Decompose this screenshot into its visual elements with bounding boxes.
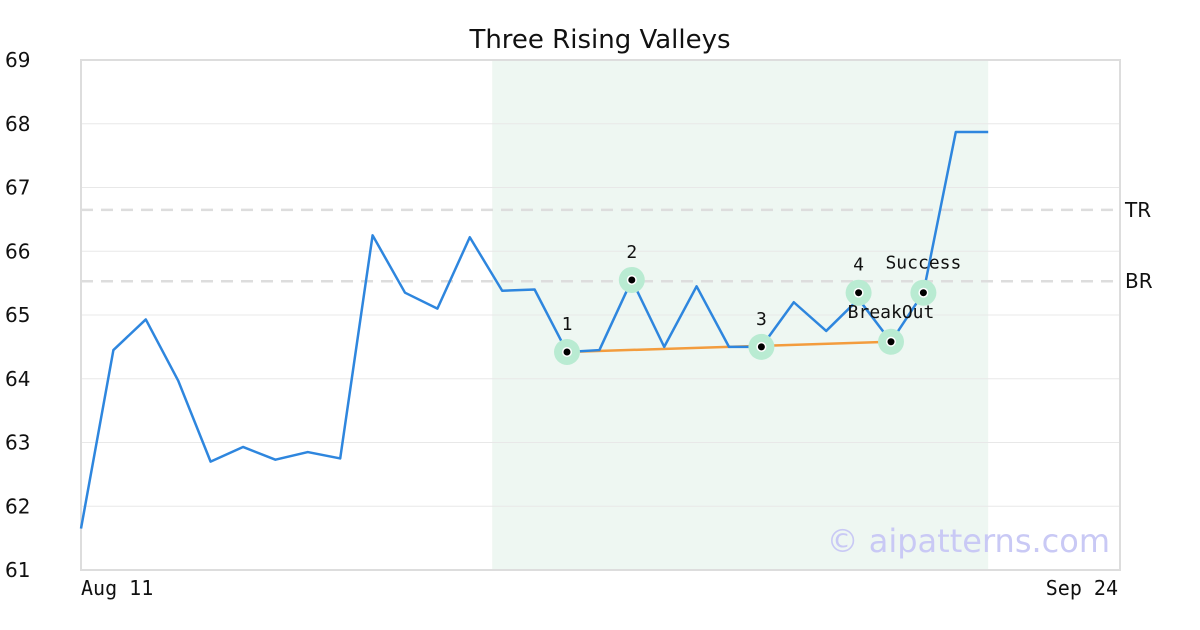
marker-dot bbox=[757, 343, 765, 351]
level-lines: TR BR bbox=[81, 198, 1153, 293]
chart-title: Three Rising Valleys bbox=[468, 25, 730, 55]
pattern-markers: 1 2 3 4 BreakOut Success bbox=[554, 242, 961, 365]
plot-frame bbox=[80, 59, 1121, 571]
level-label: BR bbox=[1125, 269, 1153, 293]
y-tick-label: 61 bbox=[5, 558, 30, 582]
marker-dot bbox=[563, 348, 571, 356]
x-tick-end: Sep 24 bbox=[1046, 576, 1118, 600]
watermark: © aipatterns.com bbox=[827, 522, 1110, 560]
marker-dot bbox=[855, 289, 863, 297]
marker-label: BreakOut bbox=[848, 302, 935, 323]
y-tick-label: 66 bbox=[5, 239, 30, 263]
y-tick-label: 68 bbox=[5, 112, 30, 136]
x-tick-start: Aug 11 bbox=[81, 576, 153, 600]
marker-label: 1 bbox=[562, 314, 573, 335]
marker-label: Success bbox=[885, 253, 961, 274]
marker-dot bbox=[887, 338, 895, 346]
y-tick-label: 64 bbox=[5, 367, 30, 391]
y-axis-ticks: 61 62 63 64 65 66 67 68 69 bbox=[5, 48, 30, 582]
marker-label: 3 bbox=[756, 309, 767, 330]
level-label: TR bbox=[1124, 198, 1151, 222]
y-tick-label: 67 bbox=[5, 176, 30, 200]
marker-dot bbox=[628, 276, 636, 284]
marker-dot bbox=[919, 289, 927, 297]
marker-label: 2 bbox=[626, 242, 637, 263]
marker-label: 4 bbox=[853, 255, 864, 276]
y-tick-label: 65 bbox=[5, 303, 30, 327]
y-tick-label: 69 bbox=[5, 48, 30, 72]
price-line bbox=[79, 130, 989, 529]
y-tick-label: 62 bbox=[5, 494, 30, 518]
y-tick-label: 63 bbox=[5, 431, 30, 455]
